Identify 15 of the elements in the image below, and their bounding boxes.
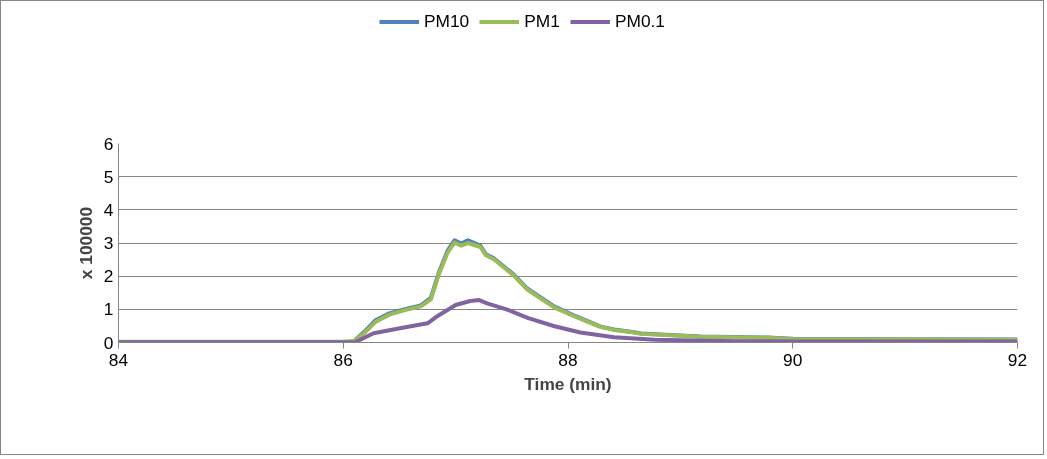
y-tick-label: 5 <box>103 166 114 187</box>
x-axis-title: Time (min) <box>524 373 612 394</box>
legend-label: PM10 <box>423 10 470 32</box>
x-tick-label: 92 <box>1007 349 1028 370</box>
x-tick-label: 86 <box>333 349 353 370</box>
legend-label: PM1 <box>524 10 560 32</box>
legend-label: PM0.1 <box>614 10 666 32</box>
y-tick-label: 3 <box>103 233 114 253</box>
x-tick-label: 90 <box>783 349 803 370</box>
x-tick-label: 88 <box>558 349 578 370</box>
y-tick-label: 1 <box>103 299 114 320</box>
y-tick-label: 4 <box>103 199 114 220</box>
y-axis-title: x 100000 <box>75 206 96 280</box>
y-tick-label: 6 <box>103 133 114 154</box>
y-tick-label: 2 <box>103 266 114 287</box>
